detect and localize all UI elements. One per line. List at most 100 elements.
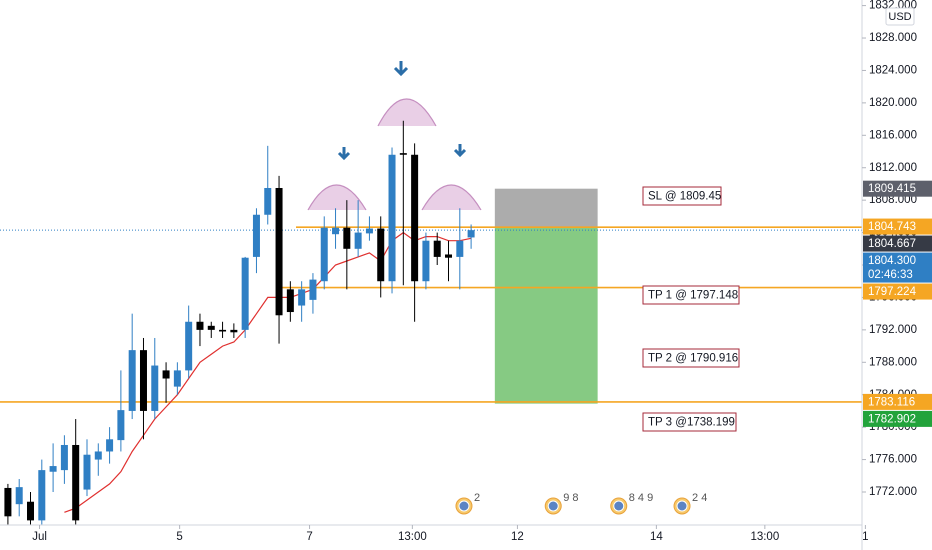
y-tick-label: 1772.000 (869, 486, 917, 498)
candle-body (72, 444, 80, 521)
candle-body (219, 329, 227, 332)
candle-body (320, 227, 328, 282)
annotation-box (642, 186, 722, 206)
candle-body (399, 153, 407, 155)
candle-body (456, 240, 464, 257)
candle-body (173, 370, 181, 387)
candle-body (230, 329, 238, 333)
y-tick-label: 1820.000 (869, 97, 917, 109)
y-tick-label: 1792.000 (869, 324, 917, 336)
candle-body (185, 321, 193, 371)
candle-body (162, 370, 170, 379)
pattern-shapes (307, 61, 482, 211)
price-label-box (863, 235, 932, 252)
candle-body (106, 439, 114, 452)
target-zone (494, 227, 598, 404)
annotation: TP 3 @1738.199 (648, 417, 735, 429)
time-axis-bg (0, 525, 862, 550)
candle-body (343, 227, 351, 249)
y-tick-label: 1808.000 (869, 194, 917, 206)
head-dome (377, 98, 437, 127)
candle-body (388, 154, 396, 282)
currency-box (885, 7, 915, 26)
candle-body (467, 230, 475, 238)
annotations: SL @ 1809.45 TP 1 @ 1797.148 TP 2 @ 1790… (642, 186, 740, 432)
x-tick-label: Jul (32, 531, 47, 543)
y-tick-label: 1828.000 (869, 32, 917, 44)
annotation: TP 1 @ 1797.148 (648, 290, 738, 302)
x-tick-label: 12 (511, 531, 524, 543)
candle-body (15, 487, 23, 505)
y-tick-label: 1824.000 (869, 64, 917, 76)
candle-body (264, 187, 272, 215)
candle-body (27, 501, 35, 521)
candle-body (49, 466, 57, 472)
stop-zone (494, 188, 598, 228)
candle-body (38, 470, 46, 521)
event-label: 2 (474, 492, 480, 504)
candle-body (422, 240, 430, 282)
event-flag (613, 500, 625, 512)
candle-body (445, 254, 453, 258)
candle-body (354, 232, 362, 249)
countdown: 02:46:33 (868, 269, 913, 281)
candle-body (241, 257, 249, 330)
x-tick-label: 5 (176, 531, 182, 543)
shoulder-dome (421, 184, 482, 211)
candle-body (128, 350, 136, 411)
event-label: 8 4 9 (629, 492, 653, 504)
candle-body (4, 487, 12, 517)
x-tick-label: 1 (862, 531, 868, 543)
price-label-box (863, 283, 932, 300)
candle-body (151, 365, 159, 411)
candle-body (411, 154, 419, 282)
y-tick-label: 1812.000 (869, 162, 917, 174)
x-tick-label: 13:00 (750, 531, 779, 543)
event-icon: 8 4 9 (610, 492, 653, 515)
candle-body (298, 289, 306, 306)
price-label-box (863, 410, 932, 427)
y-tick-label: 1788.000 (869, 356, 917, 368)
annotation-box (642, 348, 740, 368)
annotation-box (642, 285, 740, 305)
candle-body (275, 187, 283, 316)
candle-body (377, 228, 385, 282)
price-label-box (863, 393, 932, 410)
event-icon: 2 4 (673, 492, 707, 515)
price-label: 1804.743 (868, 221, 916, 233)
candle-body (309, 279, 317, 300)
candle-body (332, 227, 340, 235)
arrow-down (393, 61, 409, 77)
event-label: 9 8 (563, 492, 578, 504)
candle-body (117, 410, 125, 441)
shoulder-dome (307, 184, 367, 211)
price-label-box (863, 218, 932, 235)
event-flag (547, 500, 559, 512)
candle-body (139, 350, 147, 411)
event-label: 2 4 (692, 492, 707, 504)
annotation: SL @ 1809.45 (648, 191, 721, 203)
candle-body (286, 289, 294, 313)
y-tick-label: 1832.000 (869, 0, 917, 12)
candle-body (433, 240, 441, 257)
annotation: TP 2 @ 1790.916 (648, 353, 738, 365)
price-label-box (863, 252, 932, 283)
price-label: 1782.902 (868, 413, 916, 425)
event-flag (458, 500, 470, 512)
event-icon: 2 (455, 492, 480, 515)
price-label: 1797.224 (868, 286, 917, 298)
price-label: 1783.116 (868, 396, 915, 408)
candle-body (207, 325, 215, 330)
x-tick-label: 13:00 (398, 531, 427, 543)
price-label-box (863, 180, 932, 197)
candle-body (196, 321, 204, 330)
axes: 1772.0001776.0001780.0001784.0001788.000… (32, 0, 932, 543)
candle-body (252, 214, 260, 257)
candle-body (60, 444, 68, 471)
price-label: 1804.667 (868, 238, 916, 250)
currency: USD (888, 11, 911, 23)
arrow-down (453, 144, 467, 158)
annotation-box (642, 412, 737, 432)
x-tick-label: 14 (650, 531, 663, 543)
